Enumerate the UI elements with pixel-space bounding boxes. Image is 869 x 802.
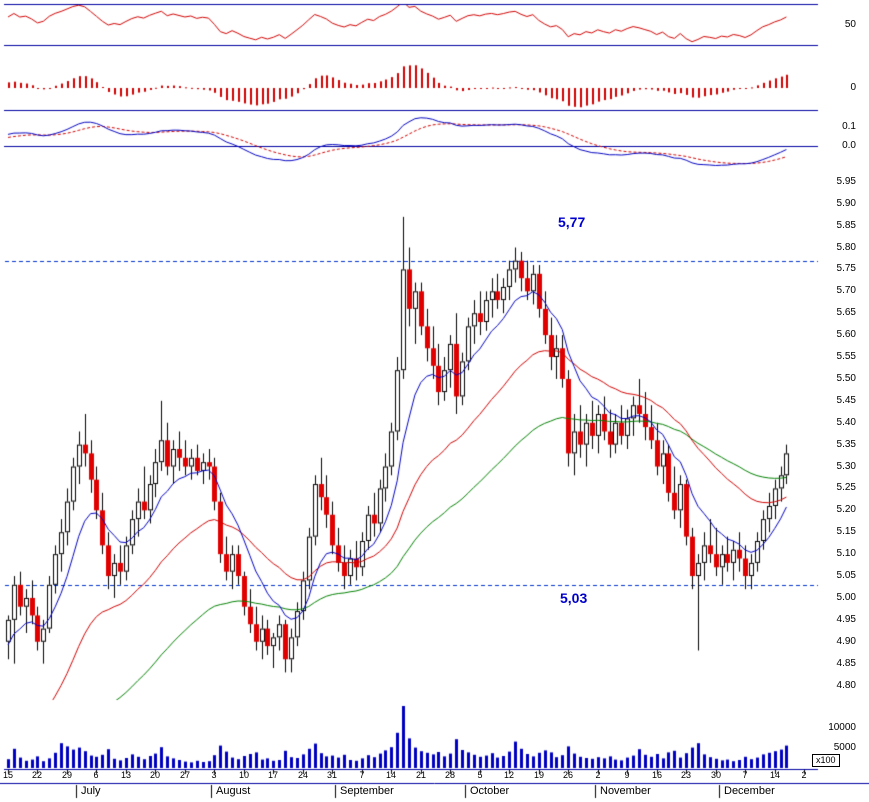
resistance-label: 5,77 [558,214,586,230]
volume-multiplier-badge: x100 [812,754,840,767]
support-label: 5,03 [560,590,588,606]
